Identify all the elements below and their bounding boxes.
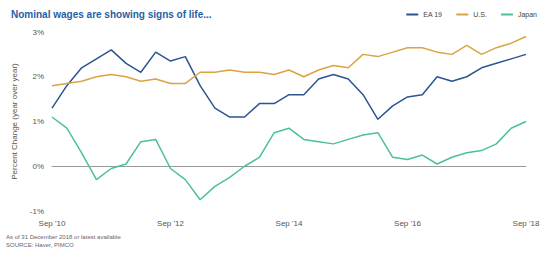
- svg-text:U.S.: U.S.: [473, 11, 487, 18]
- svg-text:Sep '10: Sep '10: [39, 219, 66, 228]
- svg-text:0%: 0%: [32, 162, 44, 171]
- svg-text:2%: 2%: [32, 72, 44, 81]
- svg-text:Sep '12: Sep '12: [157, 219, 184, 228]
- svg-text:3%: 3%: [32, 28, 44, 37]
- svg-text:Sep '14: Sep '14: [276, 219, 303, 228]
- svg-text:Sep '16: Sep '16: [394, 219, 421, 228]
- svg-text:-1%: -1%: [30, 207, 44, 216]
- svg-text:EA 19: EA 19: [423, 11, 442, 18]
- svg-text:SOURCE: Haver, PIMCO: SOURCE: Haver, PIMCO: [6, 242, 74, 248]
- svg-text:Percent Change (year over year: Percent Change (year over year): [10, 63, 19, 180]
- svg-text:Japan: Japan: [518, 11, 537, 19]
- svg-text:1%: 1%: [32, 117, 44, 126]
- svg-text:Nominal wages are showing sign: Nominal wages are showing signs of life.…: [11, 9, 212, 20]
- svg-text:As of 31 December 2018 or late: As of 31 December 2018 or latest availab…: [6, 234, 121, 240]
- svg-text:Sep '18: Sep '18: [513, 219, 540, 228]
